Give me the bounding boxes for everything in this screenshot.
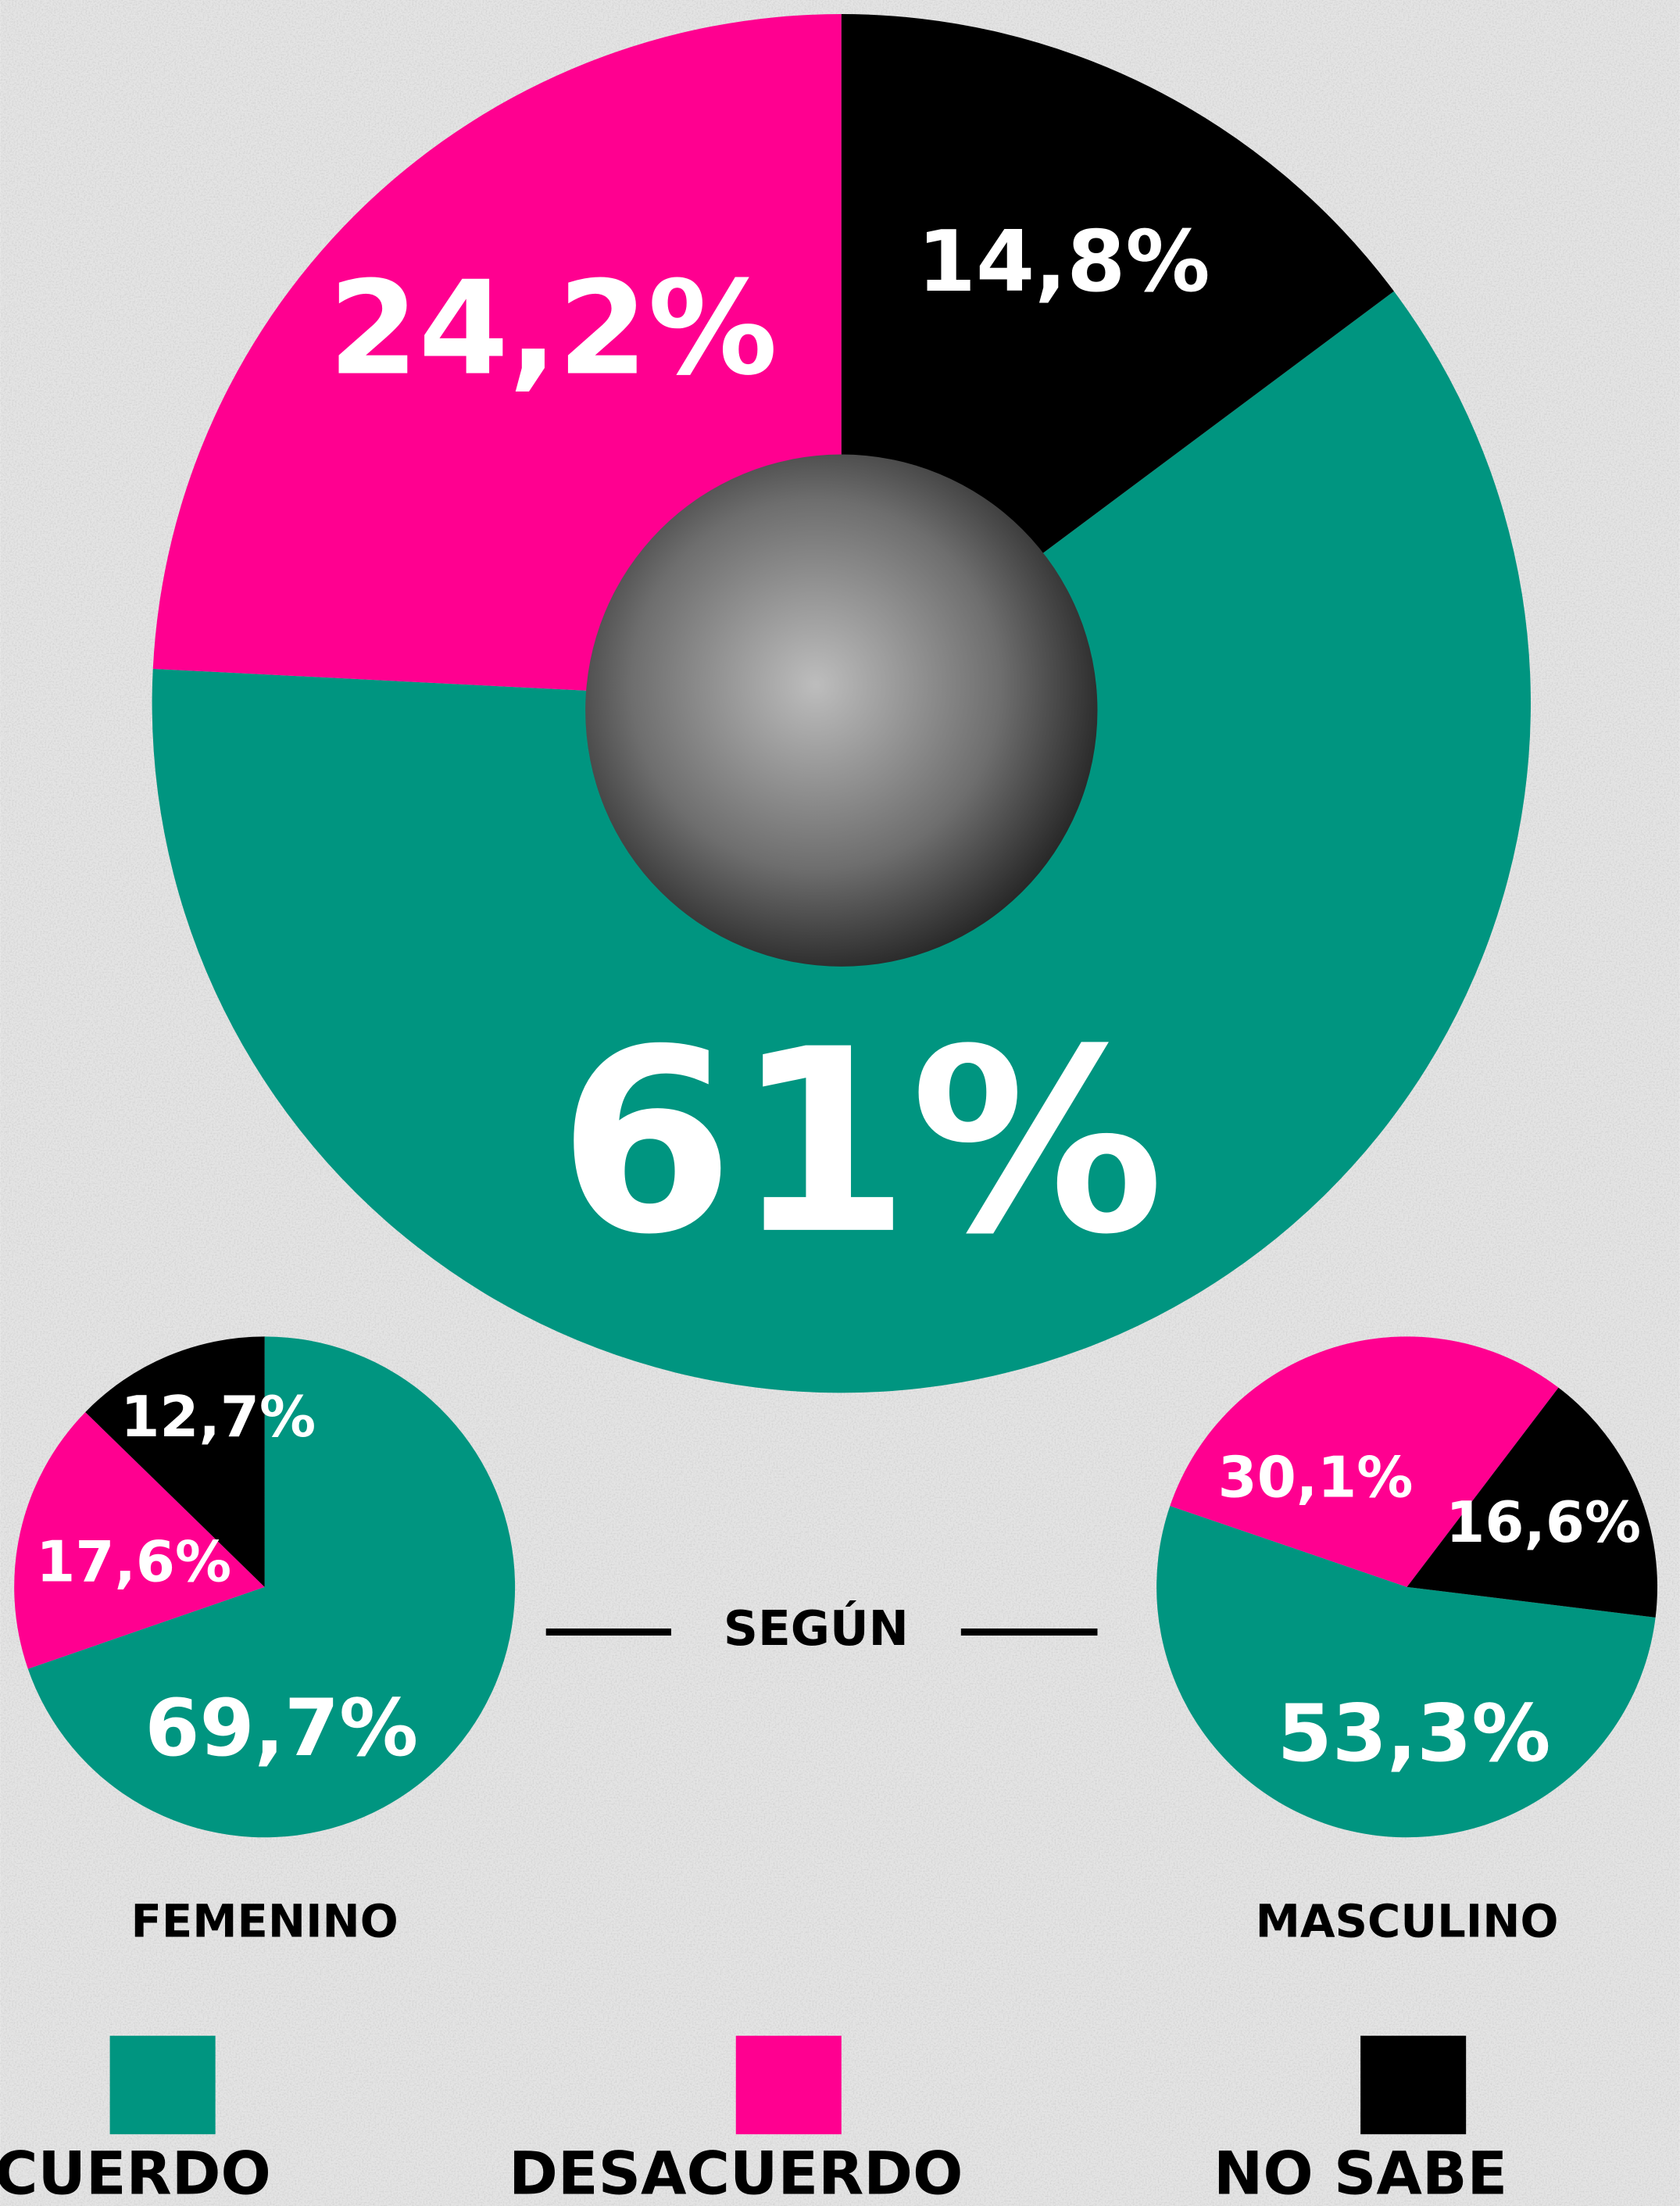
value-label: 30,1% bbox=[1218, 1444, 1414, 1510]
legend-label: ACUERDO bbox=[0, 2139, 271, 2206]
legend-swatch bbox=[1360, 2036, 1466, 2134]
infographic: 61% 24,2% 14,8% 69,7% 17,6% 12,7% FEMENINO 53,3… bbox=[0, 0, 1680, 2206]
value-label: 12,7% bbox=[120, 1384, 316, 1450]
value-label: 16,6% bbox=[1446, 1489, 1641, 1555]
value-label: 17,6% bbox=[36, 1528, 231, 1594]
page: 61% 24,2% 14,8% 69,7% 17,6% 12,7% FEMENINO 53,3… bbox=[0, 0, 1680, 2206]
legend-swatch bbox=[110, 2036, 216, 2134]
value-label: 53,3% bbox=[1278, 1687, 1551, 1779]
connector-text: SEGÚN bbox=[724, 1601, 909, 1657]
legend-label: NO SABE bbox=[1214, 2139, 1507, 2206]
legend-label: DESACUERDO bbox=[509, 2139, 963, 2206]
value-label: 69,7% bbox=[145, 1682, 418, 1774]
value-label: 61% bbox=[558, 996, 1164, 1290]
photo bbox=[585, 455, 1097, 967]
value-label: 14,8% bbox=[917, 213, 1210, 311]
legend-swatch bbox=[736, 2036, 842, 2134]
value-label: 24,2% bbox=[328, 253, 777, 404]
chart-title: MASCULINO bbox=[1256, 1896, 1559, 1948]
chart-title: FEMENINO bbox=[131, 1896, 399, 1948]
